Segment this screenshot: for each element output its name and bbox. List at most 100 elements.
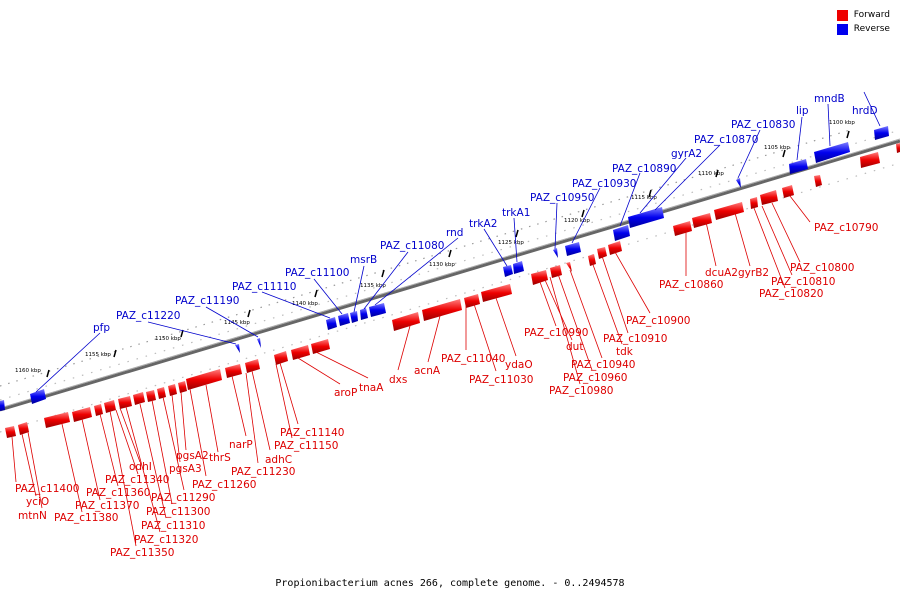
leader-line [35,332,101,393]
forward-gene[interactable] [274,351,288,365]
leader-line [771,202,801,263]
forward-gene[interactable] [157,387,166,399]
forward-gene[interactable] [146,390,156,402]
genome-caption: Propionibacterium acnes 266, complete ge… [275,578,625,589]
forward-gene[interactable] [18,422,29,435]
forward-gene[interactable] [168,384,177,396]
gene-label-trkA2: trkA2 [469,218,497,230]
forward-gene[interactable] [692,213,712,228]
reverse-gene[interactable] [338,313,350,326]
forward-gene[interactable] [814,175,822,187]
reverse-gene[interactable] [350,311,358,323]
leader-line [27,431,43,509]
forward-gene[interactable] [186,369,222,390]
forward-gene[interactable] [72,407,92,422]
leader-line [557,273,593,371]
reverse-gene[interactable] [0,400,5,411]
leader-line [495,297,517,357]
legend-reverse-label: Reverse [853,24,890,34]
reverse-gene[interactable] [360,308,368,320]
forward-gene[interactable] [782,185,794,198]
leader-line [614,251,651,314]
forward-gene[interactable] [245,359,260,373]
leader-line [549,276,581,385]
forward-gene[interactable] [392,312,420,331]
scale-tick-label: 1150 kbp [155,336,181,342]
reverse-gene[interactable] [513,261,524,274]
scale-tick [180,329,184,338]
forward-gene[interactable] [760,190,778,205]
reverse-gene[interactable] [503,265,513,277]
forward-gene[interactable] [597,247,607,259]
gene-label-PAZ_c10950: PAZ_c10950 [530,192,594,204]
scale-tick-label: 1140 kbp [292,301,318,307]
reverse-swatch [836,23,848,35]
leader-line [863,91,881,127]
gene-label-lip: lip [796,105,809,117]
forward-gene[interactable] [588,254,596,266]
forward-gene[interactable] [464,294,480,308]
scale-tick [648,189,652,198]
forward-gene[interactable] [550,265,562,278]
leader-line [205,306,259,338]
gene-label-PAZ_c10790: PAZ_c10790 [814,222,878,234]
reverse-gene[interactable] [565,242,581,256]
reverse-gene[interactable] [369,303,386,317]
leader-line [313,278,343,315]
gene-label-gyrB2: gyrB2 [738,267,769,279]
forward-gene[interactable] [118,396,132,409]
gene-label-PAZ_c10870: PAZ_c10870 [694,134,758,146]
forward-genes [5,143,900,438]
reverse-gene[interactable] [30,389,46,404]
leader-line [353,265,365,313]
leader-line [374,237,459,306]
forward-gene[interactable] [311,339,330,354]
reverse-gene[interactable] [789,159,808,174]
forward-gene[interactable] [94,404,103,416]
reverse-gene[interactable] [235,344,240,353]
forward-gene[interactable] [566,262,572,272]
leader-line [115,409,139,475]
forward-gene[interactable] [5,426,16,438]
reverse-gene[interactable] [326,317,337,330]
reverse-gene[interactable] [736,178,741,188]
forward-gene[interactable] [44,412,70,428]
forward-labels: PAZ_c10790 PAZ_c10800 PAZ_c10810 PAZ_c10… [11,195,878,559]
scale-tick [448,249,452,258]
gene-label-PAZ_c11400: PAZ_c11400 [15,483,79,495]
reverse-gene[interactable] [874,126,889,140]
gene-label-PAZ_c11320: PAZ_c11320 [134,534,198,546]
leader-line [261,291,331,319]
forward-gene[interactable] [481,284,512,302]
forward-gene[interactable] [531,270,548,285]
gene-label-PAZ_c11370: PAZ_c11370 [75,500,139,512]
gene-label-yciO: yciO [26,496,49,508]
gene-label-PAZ_c11230: PAZ_c11230 [231,466,295,478]
legend-forward-label: Forward [853,10,890,20]
gene-label-PAZ_c11110: PAZ_c11110 [232,281,296,293]
forward-gene[interactable] [422,299,462,321]
forward-gene[interactable] [673,221,692,236]
leader-line [761,205,793,276]
reverse-gene[interactable] [628,207,664,228]
forward-gene[interactable] [896,143,900,153]
forward-gene[interactable] [750,197,758,209]
leader-line [397,325,411,371]
gene-label-PAZ_c11140: PAZ_c11140 [280,427,344,439]
forward-gene[interactable] [225,364,242,378]
reverse-gene[interactable] [814,142,850,163]
forward-gene[interactable] [291,345,310,360]
forward-gene[interactable] [133,392,145,405]
forward-gene[interactable] [608,241,622,255]
scale-tick [381,269,385,278]
forward-gene[interactable] [104,400,116,413]
reverse-gene[interactable] [257,338,261,348]
gene-label-PAZ_c10900: PAZ_c10900 [626,315,690,327]
gene-label-aroP: aroP [334,387,357,399]
reverse-gene[interactable] [553,248,558,258]
forward-gene[interactable] [178,381,187,393]
forward-gene[interactable] [714,202,744,220]
reverse-gene[interactable] [613,225,630,241]
forward-gene[interactable] [860,152,880,168]
genome-backbone [0,139,900,412]
